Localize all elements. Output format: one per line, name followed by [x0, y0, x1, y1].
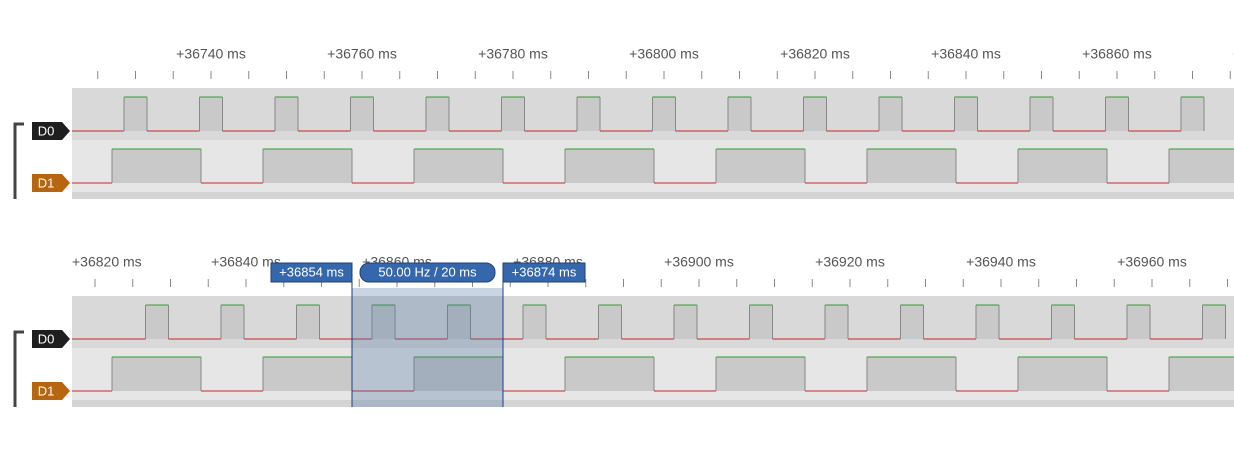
signal-high — [598, 305, 622, 339]
signal-high — [900, 305, 924, 339]
channel-name: D1 — [38, 383, 55, 398]
marker-box — [502, 262, 586, 283]
signal-high — [867, 357, 956, 391]
signal-high — [565, 149, 654, 183]
signal-high — [867, 149, 956, 183]
signal-high — [577, 97, 600, 131]
signal-high — [145, 305, 169, 339]
marker-box — [270, 262, 353, 283]
signal-high — [124, 97, 147, 131]
time-label: +36840 ms — [931, 46, 1001, 62]
signal-high — [879, 97, 902, 131]
marker-box — [359, 262, 496, 283]
signal-high — [1051, 305, 1075, 339]
time-label: +36800 ms — [629, 46, 699, 62]
signal-high — [372, 305, 395, 339]
signal-high — [447, 305, 471, 339]
signal-high — [1127, 305, 1150, 339]
channel-tag — [32, 174, 70, 192]
signal-high — [1018, 357, 1107, 391]
time-label: +36920 ms — [815, 254, 885, 270]
signal-high — [728, 97, 751, 131]
time-label: +36820 ms — [72, 254, 142, 270]
signal-high — [414, 149, 503, 183]
signal-high — [976, 305, 999, 339]
signal-high — [263, 357, 352, 391]
channel-name: D0 — [38, 123, 55, 138]
time-label: +36780 ms — [478, 46, 548, 62]
signal-high — [954, 97, 978, 131]
signal-high — [1202, 305, 1226, 339]
signal-high — [716, 149, 805, 183]
signal-high — [1169, 149, 1234, 183]
signal-high — [674, 305, 697, 339]
signal-high — [414, 357, 503, 391]
signal-high — [1018, 149, 1107, 183]
signal-high — [1169, 357, 1234, 391]
scroll-bar — [72, 192, 1234, 199]
signal-high — [501, 97, 525, 131]
signal-high — [565, 357, 654, 391]
channel-name: D0 — [38, 331, 55, 346]
signal-high — [1030, 97, 1053, 131]
channel-name: D1 — [38, 175, 55, 190]
signal-high — [221, 305, 244, 339]
panel: +36740 ms +36760 ms +36780 ms +36800 ms +368… — [13, 46, 1234, 199]
signal-high — [112, 357, 201, 391]
time-label: +36960 ms — [1117, 254, 1187, 270]
signal-high — [199, 97, 223, 131]
signal-high — [112, 149, 201, 183]
time-label: +36820 ms — [780, 46, 850, 62]
time-label: +36900 ms — [664, 254, 734, 270]
scroll-bar — [72, 400, 1234, 407]
signal-high — [426, 97, 449, 131]
group-bracket — [13, 330, 24, 407]
time-label: +36760 ms — [327, 46, 397, 62]
signal-high — [652, 97, 676, 131]
signal-high — [263, 149, 352, 183]
time-label: +36940 ms — [966, 254, 1036, 270]
signal-high — [523, 305, 546, 339]
selection — [352, 288, 503, 407]
panel: +36820 ms +36840 ms +36860 ms +36880 ms +369… — [13, 254, 1234, 407]
marker-label: 50.00 Hz / 20 ms — [378, 264, 477, 279]
signal-high — [749, 305, 773, 339]
time-label: +36860 ms — [1082, 46, 1152, 62]
marker-label: +36874 ms — [512, 264, 577, 279]
group-bracket — [13, 122, 24, 199]
signal-high — [1181, 97, 1204, 131]
channel-tag — [32, 382, 70, 400]
signal-high — [350, 97, 374, 131]
channel-tag — [32, 330, 70, 348]
signal-high — [296, 305, 320, 339]
channel-tag — [32, 122, 70, 140]
signal-high — [275, 97, 298, 131]
signal-high — [1105, 97, 1129, 131]
signal-high — [716, 357, 805, 391]
time-label: +36840 ms — [211, 254, 281, 270]
time-label: +36740 ms — [176, 46, 246, 62]
signal-high — [825, 305, 848, 339]
marker-label: +36854 ms — [279, 264, 344, 279]
signal-high — [803, 97, 827, 131]
